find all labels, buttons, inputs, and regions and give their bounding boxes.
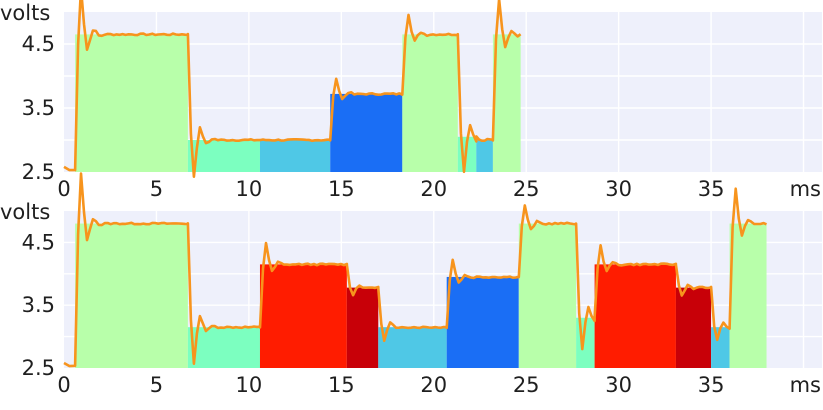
x-tick-label: 5	[150, 373, 163, 397]
voltage-trace-line	[63, 172, 767, 368]
segment-area-9	[675, 287, 712, 368]
x-tick-label: 35	[698, 177, 725, 201]
x-tick-label: 25	[513, 373, 540, 397]
segment-area-2	[259, 264, 347, 368]
x-tick-label: 25	[513, 177, 540, 201]
x-tick-label: 0	[57, 177, 70, 201]
segment-area-0	[75, 34, 188, 173]
segment-area-6	[476, 140, 493, 172]
y-tick-label: 3.5	[22, 96, 55, 120]
chart-panel-bottom: 2.5 3.5 4.5 volts 0 5 10 15 20 25 30 35 ms	[0, 172, 822, 397]
x-tick-label: 35	[698, 373, 725, 397]
y-tick-label: 3.5	[22, 293, 55, 317]
x-tick-label: 10	[236, 373, 263, 397]
segment-area-2	[259, 140, 331, 172]
chart-panel-top: 2.5 3.5 4.5 volts 0 5 10 15 20 25 30 35 ms	[0, 0, 822, 201]
segment-area-4	[378, 327, 447, 368]
x-tick-label: 20	[420, 373, 447, 397]
segment-area-1	[187, 327, 260, 368]
y-axis-label: volts	[0, 1, 50, 25]
x-tick-label: 15	[328, 373, 355, 397]
x-axis-label: ms	[790, 177, 821, 201]
segment-area-7	[492, 34, 521, 173]
x-tick-label: 20	[420, 177, 447, 201]
x-tick-label: 0	[57, 373, 70, 397]
segment-area-8	[594, 264, 676, 368]
segment-area-3	[330, 93, 403, 172]
segment-area-4	[402, 34, 458, 173]
segment-area-5	[446, 276, 519, 368]
x-tick-label: 30	[605, 177, 632, 201]
x-tick-label: 10	[236, 177, 263, 201]
y-tick-label: 2.5	[22, 356, 55, 380]
x-tick-label: 30	[605, 373, 632, 397]
y-axis-label: volts	[0, 200, 50, 224]
segment-area-6	[518, 223, 577, 368]
segment-area-11	[729, 223, 767, 368]
y-tick-label: 4.5	[22, 32, 55, 56]
y-tick-label: 2.5	[22, 160, 55, 184]
segment-area-1	[187, 140, 260, 172]
segment-area-3	[346, 287, 379, 368]
x-tick-label: 15	[328, 177, 355, 201]
segment-area-0	[75, 223, 188, 368]
x-tick-label: 5	[150, 177, 163, 201]
y-tick-label: 4.5	[22, 230, 55, 254]
x-axis-label: ms	[790, 373, 821, 397]
voltage-trace-line	[63, 0, 522, 178]
